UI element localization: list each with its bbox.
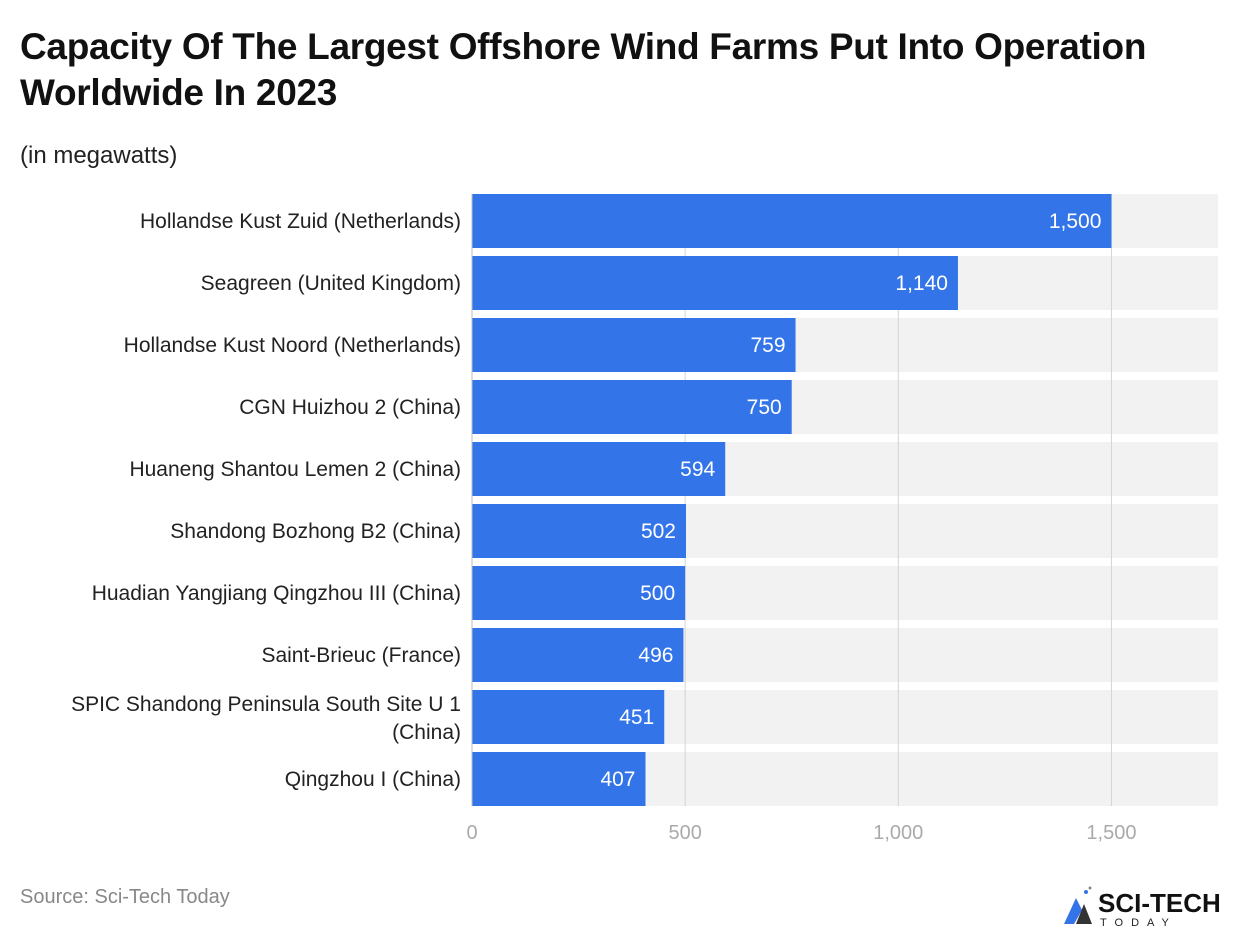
svg-text:SCI-TECH: SCI-TECH xyxy=(1098,888,1221,918)
bar-chart: 0 500 1,000 1,500 1,500 Hollandse Kust Zuid (… xyxy=(71,194,1218,844)
svg-text:TODAY: TODAY xyxy=(1100,917,1177,928)
chart-title: Capacity Of The Largest Offshore Wind Fa… xyxy=(20,26,1147,113)
bar-value-label: 1,500 xyxy=(1049,210,1102,233)
bar xyxy=(472,752,646,806)
bar-value-label: 451 xyxy=(619,706,654,729)
bar xyxy=(472,194,1112,248)
x-tick-label: 500 xyxy=(668,822,701,844)
category-label: Huadian Yangjiang Qingzhou III (China) xyxy=(92,582,461,605)
category-label: Saint-Brieuc (France) xyxy=(261,644,461,667)
x-tick-label: 1,000 xyxy=(873,822,923,844)
category-label: Shandong Bozhong B2 (China) xyxy=(170,520,461,543)
category-label: SPIC Shandong Peninsula South Site U 1 (C… xyxy=(71,693,461,744)
bar-value-label: 759 xyxy=(751,334,786,357)
x-tick-label: 1,500 xyxy=(1086,822,1136,844)
bar xyxy=(472,380,792,434)
bar xyxy=(472,442,726,496)
category-label: Qingzhou I (China) xyxy=(285,768,461,791)
category-label: Hollandse Kust Zuid (Netherlands) xyxy=(140,210,461,233)
bar xyxy=(472,318,796,372)
bar xyxy=(472,690,665,744)
category-label: CGN Huizhou 2 (China) xyxy=(239,396,461,419)
source-note: Source: Sci-Tech Today xyxy=(20,886,230,908)
bar-value-label: 594 xyxy=(680,458,715,481)
bar xyxy=(472,566,686,620)
category-label: Hollandse Kust Noord (Netherlands) xyxy=(124,334,461,357)
category-label: Huaneng Shantou Lemen 2 (China) xyxy=(129,458,461,481)
x-tick-label: 0 xyxy=(466,822,477,844)
chart-subtitle: (in megawatts) xyxy=(20,142,178,169)
bar-value-label: 407 xyxy=(600,768,635,791)
bar-value-label: 500 xyxy=(640,582,675,605)
bar xyxy=(472,504,686,558)
category-label: Seagreen (United Kingdom) xyxy=(201,272,461,295)
sci-tech-today-logo: SCI-TECH TODAY xyxy=(1062,884,1240,928)
bar xyxy=(472,256,958,310)
bar-value-label: 1,140 xyxy=(895,272,948,295)
bar-value-label: 502 xyxy=(641,520,676,543)
bar xyxy=(472,628,684,682)
bar-value-label: 750 xyxy=(747,396,782,419)
bar-value-label: 496 xyxy=(638,644,673,667)
